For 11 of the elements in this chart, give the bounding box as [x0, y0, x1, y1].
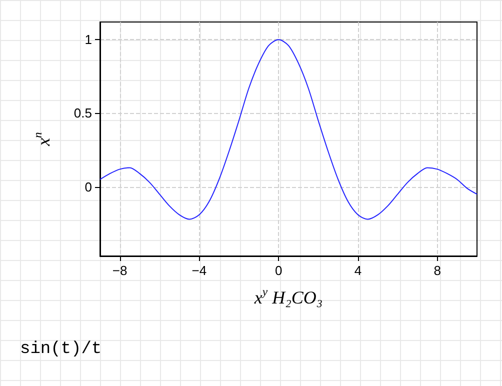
y-tick-label: 0: [84, 179, 92, 194]
y-axis-title: xn: [32, 132, 54, 147]
y-tick-label: 1: [84, 32, 92, 48]
x-tick-label: 0: [274, 263, 282, 278]
text: sin(t)/t: [20, 340, 102, 359]
x-tick-label: −8: [112, 263, 128, 278]
y-tick-label: 0.5: [74, 106, 92, 121]
x-tick-label: 8: [434, 263, 441, 278]
line-series: [100, 39, 478, 220]
x-tick-label: −4: [192, 263, 207, 278]
x-tick-label: 4: [354, 263, 362, 278]
